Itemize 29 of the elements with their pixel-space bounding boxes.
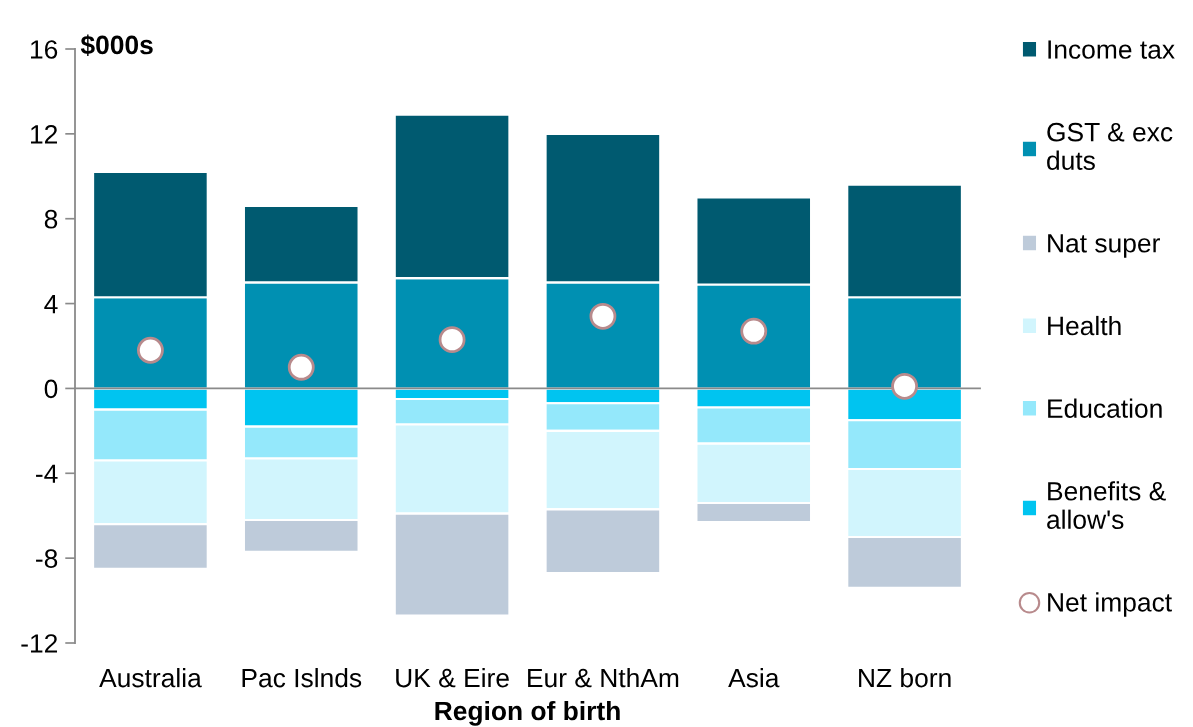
legend-label: Benefits & allow's <box>1047 481 1166 529</box>
y-tick-label: -4 <box>36 464 58 483</box>
y-tick-label: 4 <box>44 294 58 314</box>
legend-label: Health <box>1048 315 1121 336</box>
y-tick-label: 0 <box>44 379 58 399</box>
x-tick-label: UK & Eire <box>396 668 509 688</box>
y-axis-title: $000s <box>80 34 153 56</box>
y-tick-label: 16 <box>31 40 58 59</box>
legend-label: Nat super <box>1048 234 1160 258</box>
point <box>287 353 315 381</box>
point <box>438 326 466 354</box>
point <box>740 317 768 345</box>
legend-label: Education <box>1048 398 1162 418</box>
x-tick-label: Pac Islnds <box>242 668 362 688</box>
legend-label: Net impact <box>1048 592 1172 617</box>
legend-label: Income tax <box>1048 40 1175 59</box>
x-tick-label: Eur & NthAm <box>528 668 679 688</box>
x-tick-label: NZ born <box>859 668 951 688</box>
point <box>891 372 918 400</box>
y-tick-label: -12 <box>21 634 58 653</box>
x-axis-title: Region of birth <box>435 700 620 726</box>
y-tick-label: -8 <box>36 549 58 568</box>
y-tick-label: 8 <box>44 209 58 229</box>
legend-label: GST & exc duts <box>1047 122 1173 170</box>
x-tick-label: Australia <box>99 668 202 688</box>
y-tick-label: 12 <box>31 124 58 144</box>
point <box>137 336 164 364</box>
x-tick-label: Asia <box>728 668 780 688</box>
point <box>589 302 617 330</box>
